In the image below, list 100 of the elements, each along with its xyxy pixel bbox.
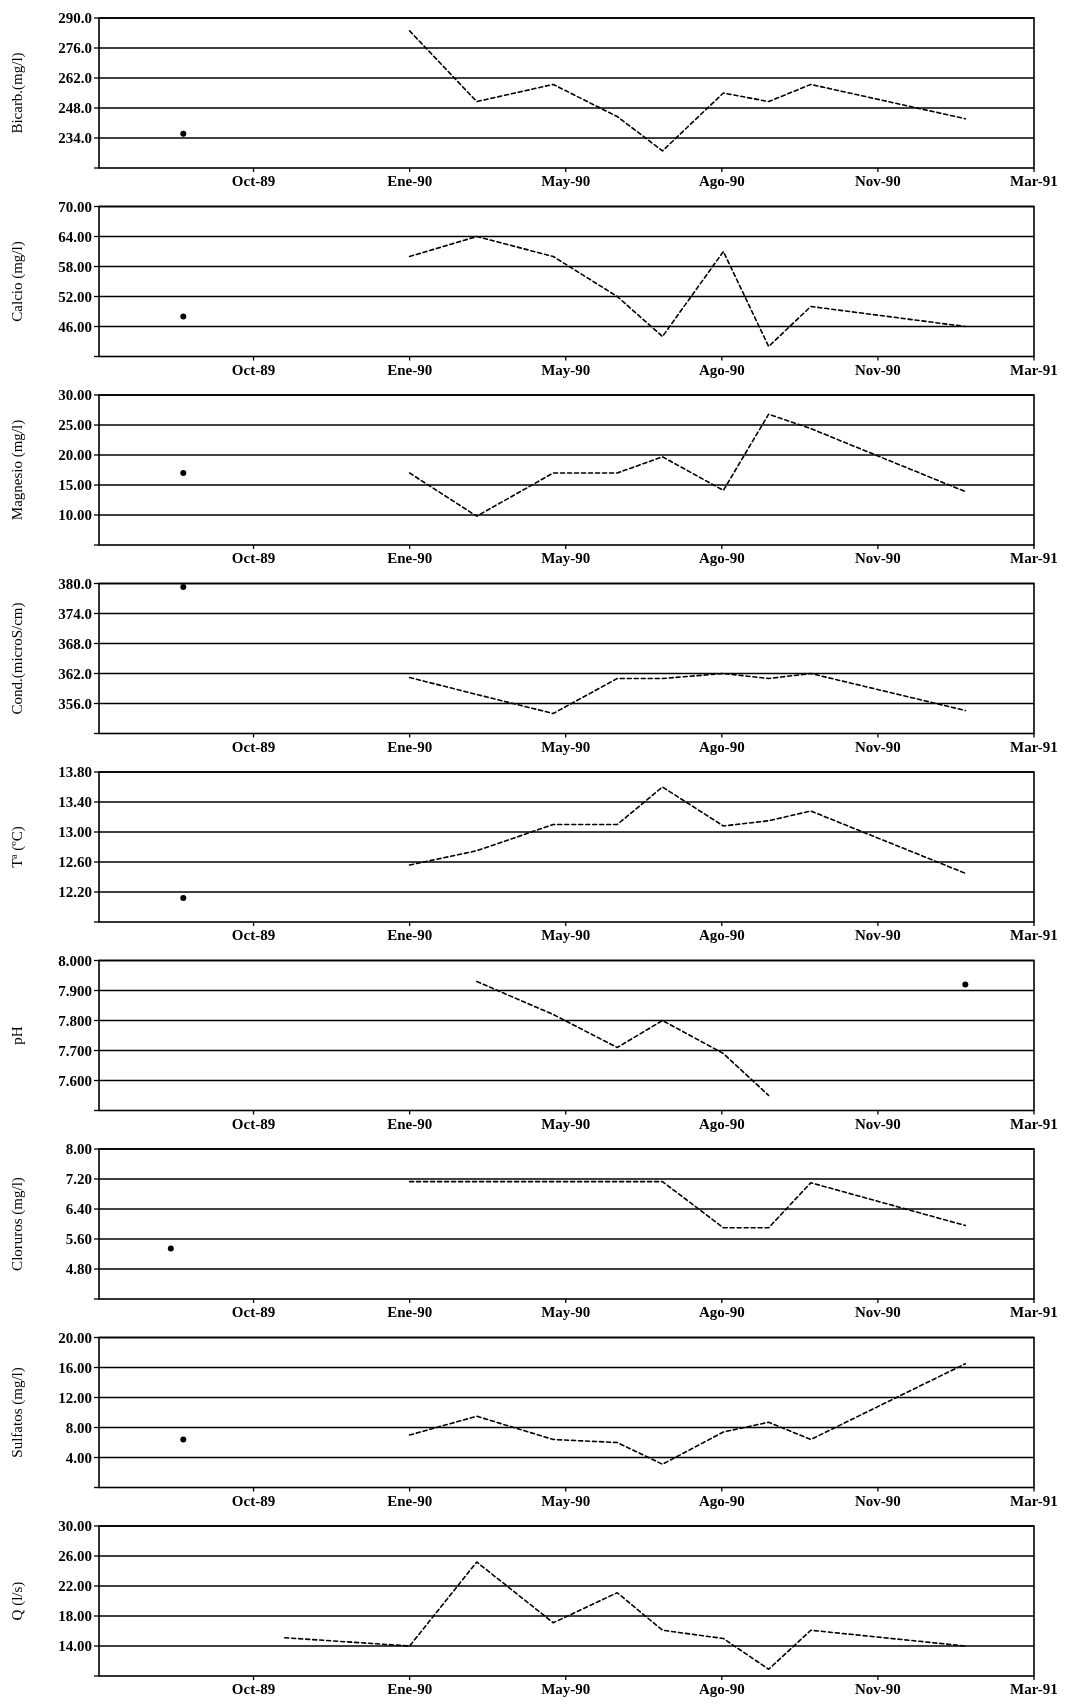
y-tick-label: 368.0 [58, 635, 92, 652]
y-tick-label: 5.60 [65, 1231, 92, 1248]
y-tick-label: 356.0 [58, 695, 92, 712]
y-tick-label: 12.00 [58, 1389, 92, 1406]
x-tick-label: Ene-90 [387, 1492, 433, 1509]
x-tick-label: Oct-89 [231, 1304, 276, 1320]
y-tick-label: 380.0 [58, 575, 92, 592]
y-axis-title: pH [9, 1026, 25, 1045]
x-tick-label: Oct-89 [231, 1492, 276, 1509]
x-tick-label: Oct-89 [231, 927, 276, 943]
x-tick-label: Oct-89 [231, 738, 276, 755]
x-tick-label: Oct-89 [231, 1115, 276, 1132]
y-tick-label: 8.00 [65, 1141, 92, 1158]
y-tick-label: 25.00 [58, 417, 92, 434]
x-tick-label: Nov-90 [854, 927, 901, 943]
x-tick-label: Mar-91 [1010, 1492, 1058, 1509]
y-axis-title: Bicarb.(mg/l) [9, 52, 26, 134]
y-axis-title: Magnesio (mg/l) [9, 419, 26, 521]
y-tick-label: 374.0 [58, 605, 92, 622]
y-tick-label: 20.00 [58, 1329, 92, 1346]
y-tick-label: 10.00 [58, 507, 92, 524]
y-tick-label: 262.0 [58, 70, 92, 87]
x-tick-label: May-90 [541, 361, 591, 378]
y-tick-label: 16.00 [58, 1359, 92, 1376]
x-tick-label: Ene-90 [387, 550, 433, 566]
x-tick-label: Nov-90 [854, 738, 901, 755]
x-tick-label: Mar-91 [1010, 1304, 1058, 1320]
y-tick-label: 7.20 [65, 1171, 92, 1188]
x-tick-label: Nov-90 [854, 361, 901, 378]
y-tick-label: 7.700 [58, 1042, 92, 1059]
y-tick-label: 12.60 [58, 854, 92, 871]
x-tick-label: Oct-89 [231, 173, 276, 189]
y-tick-label: 20.00 [58, 447, 92, 464]
y-axis-title: Cloruros (mg/l) [9, 1177, 26, 1271]
x-tick-label: Ago-90 [698, 173, 745, 189]
x-tick-label: Nov-90 [854, 1492, 901, 1509]
y-tick-label: 26.00 [58, 1548, 92, 1565]
y-axis-title: Tª (ºC) [9, 826, 26, 868]
x-tick-label: Ago-90 [698, 1492, 745, 1509]
x-tick-label: Ene-90 [387, 738, 433, 755]
y-tick-label: 13.40 [58, 794, 92, 811]
x-tick-label: Nov-90 [854, 173, 901, 189]
x-tick-label: Mar-91 [1010, 173, 1058, 189]
x-tick-label: Mar-91 [1010, 1115, 1058, 1132]
x-tick-label: Ene-90 [387, 927, 433, 943]
x-tick-label: Ago-90 [698, 361, 745, 378]
x-tick-label: May-90 [541, 1681, 591, 1697]
y-tick-label: 7.600 [58, 1072, 92, 1089]
y-tick-label: 30.00 [58, 387, 92, 404]
x-tick-label: Ene-90 [387, 173, 433, 189]
y-tick-label: 13.80 [58, 764, 92, 781]
x-tick-label: Mar-91 [1010, 927, 1058, 943]
y-tick-label: 8.000 [58, 952, 92, 969]
x-tick-label: May-90 [541, 1115, 591, 1132]
x-tick-label: May-90 [541, 1492, 591, 1509]
x-tick-label: May-90 [541, 173, 591, 189]
x-tick-label: Nov-90 [854, 1115, 901, 1132]
y-tick-label: 248.0 [58, 100, 92, 117]
y-tick-label: 14.00 [58, 1638, 92, 1655]
x-tick-label: Nov-90 [854, 1681, 901, 1697]
y-tick-label: 22.00 [58, 1578, 92, 1595]
y-tick-label: 58.00 [58, 258, 92, 275]
y-tick-label: 52.00 [58, 288, 92, 305]
y-axis-title: Q (l/s) [9, 1581, 26, 1621]
y-tick-label: 15.00 [58, 477, 92, 494]
y-tick-label: 13.00 [58, 824, 92, 841]
y-tick-label: 30.00 [58, 1518, 92, 1535]
x-tick-label: Ene-90 [387, 1115, 433, 1132]
y-axis-title: Sulfatos (mg/l) [9, 1367, 26, 1458]
y-tick-label: 46.00 [58, 318, 92, 335]
x-tick-label: May-90 [541, 738, 591, 755]
y-tick-label: 362.0 [58, 665, 92, 682]
y-tick-label: 7.800 [58, 1012, 92, 1029]
y-tick-label: 7.900 [58, 982, 92, 999]
x-tick-label: Oct-89 [231, 1681, 276, 1697]
x-tick-label: Ago-90 [698, 1304, 745, 1320]
x-tick-label: Mar-91 [1010, 550, 1058, 566]
x-tick-label: Oct-89 [231, 550, 276, 566]
x-tick-label: Ago-90 [698, 927, 745, 943]
x-tick-label: Nov-90 [854, 1304, 901, 1320]
x-tick-label: May-90 [541, 550, 591, 566]
y-tick-label: 64.00 [58, 228, 92, 245]
x-tick-label: Ene-90 [387, 361, 433, 378]
y-tick-label: 4.80 [65, 1261, 92, 1278]
x-tick-label: Ago-90 [698, 550, 745, 566]
x-tick-label: May-90 [541, 1304, 591, 1320]
x-tick-label: Nov-90 [854, 550, 901, 566]
x-tick-label: Oct-89 [231, 361, 276, 378]
y-tick-label: 18.00 [58, 1608, 92, 1625]
x-tick-label: Ago-90 [698, 1115, 745, 1132]
x-tick-label: Mar-91 [1010, 1681, 1058, 1697]
y-axis-title: Calcio (mg/l) [9, 241, 26, 322]
x-tick-label: Ago-90 [698, 738, 745, 755]
x-tick-label: Mar-91 [1010, 361, 1058, 378]
x-tick-label: May-90 [541, 927, 591, 943]
x-tick-label: Mar-91 [1010, 738, 1058, 755]
y-tick-label: 4.00 [65, 1449, 92, 1466]
y-axis-title: Cond.(microS/cm) [9, 602, 26, 715]
y-tick-label: 70.00 [58, 198, 92, 215]
x-tick-label: Ene-90 [387, 1681, 433, 1697]
